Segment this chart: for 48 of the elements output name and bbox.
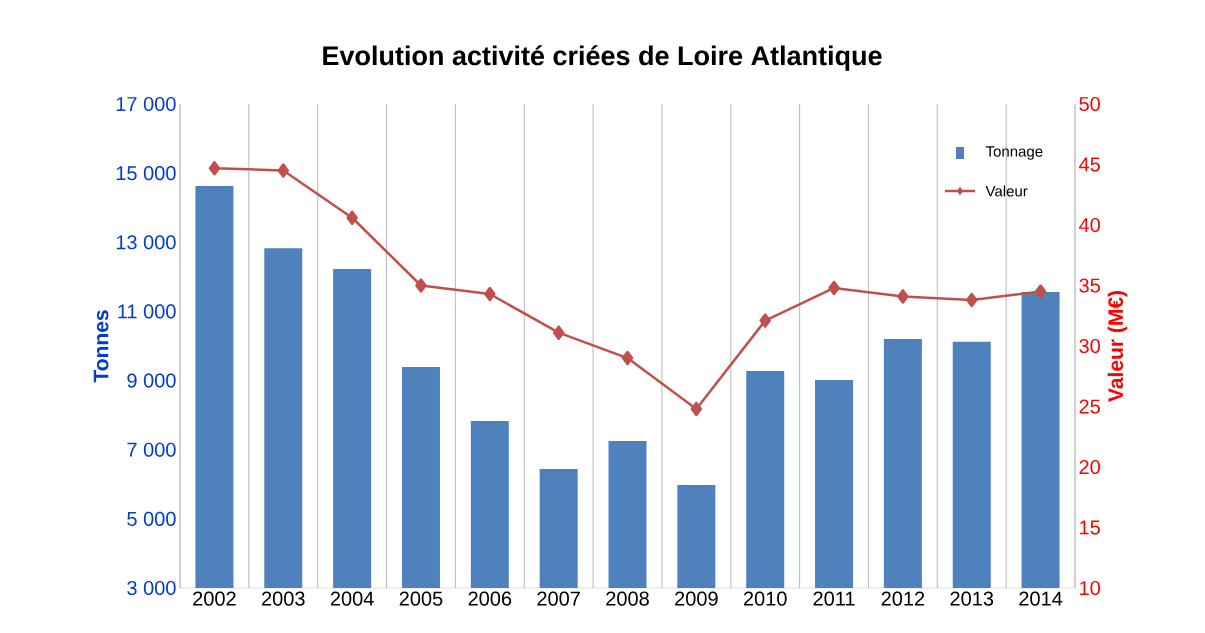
point: [552, 325, 565, 340]
y2-tick-label: 10: [1080, 580, 1100, 596]
x-tick-label: 2014: [1019, 591, 1063, 606]
x-tick-label: 2004: [330, 591, 374, 606]
y-tick-label: 7 000: [127, 442, 176, 457]
point: [965, 292, 978, 308]
point: [759, 313, 771, 328]
x-tick-label: 2011: [813, 591, 855, 606]
point: [346, 210, 358, 225]
x-tick-label: 2003: [262, 591, 305, 606]
point: [690, 401, 703, 417]
point: [621, 350, 634, 366]
y-tick-label: 11 000: [118, 304, 176, 319]
point: [897, 289, 909, 304]
point: [415, 278, 427, 293]
y2-tick-label: 45: [1079, 157, 1100, 172]
x-tick-label: 2013: [950, 591, 994, 606]
x-tick-label: 2007: [537, 591, 580, 606]
point: [484, 286, 496, 302]
y-tick-label: 13 000: [116, 235, 176, 250]
y-tick-label: 17 000: [116, 96, 176, 112]
y2-tick-label: 15: [1080, 520, 1100, 535]
point: [828, 280, 840, 296]
y2-tick-label: 40: [1079, 217, 1100, 233]
y2-tick-label: 35: [1079, 278, 1100, 293]
x-tick-label: 2005: [399, 591, 443, 606]
x-tick-label: 2010: [743, 591, 787, 606]
point: [1034, 284, 1047, 299]
y-tick-label: 15 000: [116, 166, 176, 181]
y-axis-title: Tonnes: [93, 310, 109, 383]
x-tick-label: 2006: [468, 591, 512, 606]
y2-tick-label: 30: [1079, 338, 1100, 354]
y-tick-label: 9 000: [127, 373, 176, 388]
legend-label: Tonnage: [985, 146, 1043, 160]
y2-tick-label: 20: [1079, 459, 1100, 475]
y2-tick-label: 50: [1079, 96, 1100, 112]
y2-axis-title: Valeur (M€): [1107, 291, 1128, 402]
x-tick-label: 2009: [675, 591, 718, 606]
point: [208, 160, 221, 176]
legend-label: Valeur: [985, 185, 1028, 197]
x-tick-label: 2002: [193, 591, 236, 606]
x-tick-label: 2008: [606, 591, 649, 606]
y-tick-label: 3 000: [127, 580, 176, 596]
y2-tick-label: 25: [1079, 399, 1100, 414]
x-tick-label: 2012: [881, 591, 925, 606]
point: [277, 163, 290, 178]
y-tick-label: 5 000: [127, 511, 176, 526]
chart-title: Evolution activité criées de Loire Atlantique: [323, 45, 882, 71]
